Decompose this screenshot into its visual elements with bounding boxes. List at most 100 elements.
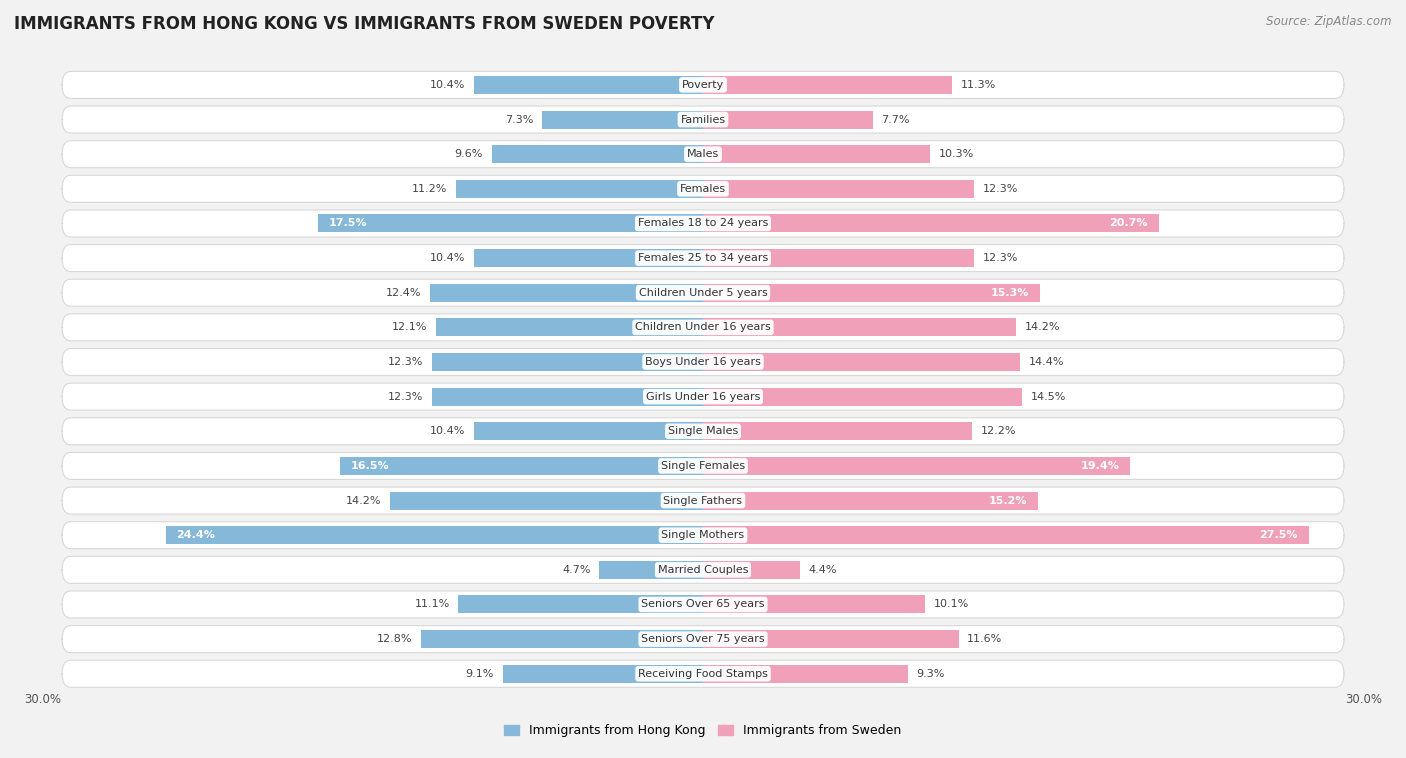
Bar [703, 318, 1015, 337]
FancyBboxPatch shape [62, 349, 1344, 375]
Text: 24.4%: 24.4% [177, 530, 215, 540]
Text: 10.1%: 10.1% [934, 600, 970, 609]
Text: Children Under 16 years: Children Under 16 years [636, 322, 770, 332]
Text: 10.3%: 10.3% [939, 149, 974, 159]
Text: 30.0%: 30.0% [24, 694, 60, 706]
Text: Single Fathers: Single Fathers [664, 496, 742, 506]
Bar [703, 215, 1159, 233]
Text: 20.7%: 20.7% [1109, 218, 1147, 228]
Text: 9.6%: 9.6% [454, 149, 482, 159]
Bar [703, 561, 800, 579]
Bar [703, 457, 1130, 475]
Bar [703, 111, 873, 129]
Bar [703, 283, 1040, 302]
FancyBboxPatch shape [62, 487, 1344, 514]
Text: 14.4%: 14.4% [1029, 357, 1064, 367]
Text: 30.0%: 30.0% [1346, 694, 1382, 706]
Bar [432, 353, 703, 371]
FancyBboxPatch shape [62, 556, 1344, 584]
Bar [474, 76, 703, 94]
Bar [502, 665, 703, 683]
FancyBboxPatch shape [62, 279, 1344, 306]
Text: Females 25 to 34 years: Females 25 to 34 years [638, 253, 768, 263]
Bar [166, 526, 703, 544]
Text: 12.2%: 12.2% [980, 426, 1017, 437]
Text: Single Males: Single Males [668, 426, 738, 437]
Text: 11.3%: 11.3% [960, 80, 995, 90]
Text: Girls Under 16 years: Girls Under 16 years [645, 392, 761, 402]
Text: Families: Families [681, 114, 725, 124]
FancyBboxPatch shape [62, 418, 1344, 445]
Text: 14.2%: 14.2% [346, 496, 381, 506]
FancyBboxPatch shape [62, 660, 1344, 688]
Text: Receiving Food Stamps: Receiving Food Stamps [638, 669, 768, 678]
Bar [703, 353, 1021, 371]
Text: 16.5%: 16.5% [350, 461, 389, 471]
Text: Boys Under 16 years: Boys Under 16 years [645, 357, 761, 367]
FancyBboxPatch shape [62, 71, 1344, 99]
Bar [474, 249, 703, 267]
Text: 11.6%: 11.6% [967, 634, 1002, 644]
Text: 7.3%: 7.3% [505, 114, 533, 124]
Bar [391, 491, 703, 509]
FancyBboxPatch shape [62, 625, 1344, 653]
Bar [703, 387, 1022, 406]
FancyBboxPatch shape [62, 591, 1344, 618]
Bar [703, 491, 1038, 509]
Text: Married Couples: Married Couples [658, 565, 748, 575]
Text: 10.4%: 10.4% [430, 253, 465, 263]
FancyBboxPatch shape [62, 453, 1344, 480]
Bar [703, 146, 929, 163]
Bar [703, 596, 925, 613]
Text: 19.4%: 19.4% [1080, 461, 1119, 471]
Text: 12.3%: 12.3% [983, 253, 1018, 263]
Text: 12.3%: 12.3% [388, 357, 423, 367]
Text: 4.4%: 4.4% [808, 565, 837, 575]
Text: 14.5%: 14.5% [1031, 392, 1067, 402]
FancyBboxPatch shape [62, 210, 1344, 237]
Text: 9.3%: 9.3% [917, 669, 945, 678]
Bar [599, 561, 703, 579]
Text: 12.1%: 12.1% [392, 322, 427, 332]
Bar [474, 422, 703, 440]
Bar [420, 630, 703, 648]
Text: 15.3%: 15.3% [991, 288, 1029, 298]
Text: 27.5%: 27.5% [1260, 530, 1298, 540]
Text: Females 18 to 24 years: Females 18 to 24 years [638, 218, 768, 228]
Text: 9.1%: 9.1% [465, 669, 494, 678]
Bar [436, 318, 703, 337]
Legend: Immigrants from Hong Kong, Immigrants from Sweden: Immigrants from Hong Kong, Immigrants fr… [505, 725, 901, 738]
Text: 12.8%: 12.8% [377, 634, 412, 644]
Bar [457, 180, 703, 198]
Text: 17.5%: 17.5% [329, 218, 367, 228]
Text: 7.7%: 7.7% [882, 114, 910, 124]
Bar [703, 180, 974, 198]
Bar [703, 422, 972, 440]
Text: Source: ZipAtlas.com: Source: ZipAtlas.com [1267, 15, 1392, 28]
Bar [703, 630, 959, 648]
Bar [492, 146, 703, 163]
Text: Seniors Over 65 years: Seniors Over 65 years [641, 600, 765, 609]
Text: Males: Males [688, 149, 718, 159]
Text: Single Mothers: Single Mothers [661, 530, 745, 540]
Text: 10.4%: 10.4% [430, 426, 465, 437]
Text: Single Females: Single Females [661, 461, 745, 471]
Bar [458, 596, 703, 613]
Text: 4.7%: 4.7% [562, 565, 591, 575]
Text: 12.3%: 12.3% [388, 392, 423, 402]
Bar [703, 249, 974, 267]
Text: Poverty: Poverty [682, 80, 724, 90]
Text: 11.2%: 11.2% [412, 183, 447, 194]
FancyBboxPatch shape [62, 175, 1344, 202]
Bar [430, 283, 703, 302]
Text: Seniors Over 75 years: Seniors Over 75 years [641, 634, 765, 644]
Text: 10.4%: 10.4% [430, 80, 465, 90]
FancyBboxPatch shape [62, 106, 1344, 133]
FancyBboxPatch shape [62, 522, 1344, 549]
FancyBboxPatch shape [62, 245, 1344, 271]
Text: 11.1%: 11.1% [415, 600, 450, 609]
Bar [339, 457, 703, 475]
Text: 15.2%: 15.2% [988, 496, 1026, 506]
FancyBboxPatch shape [62, 141, 1344, 168]
Bar [543, 111, 703, 129]
